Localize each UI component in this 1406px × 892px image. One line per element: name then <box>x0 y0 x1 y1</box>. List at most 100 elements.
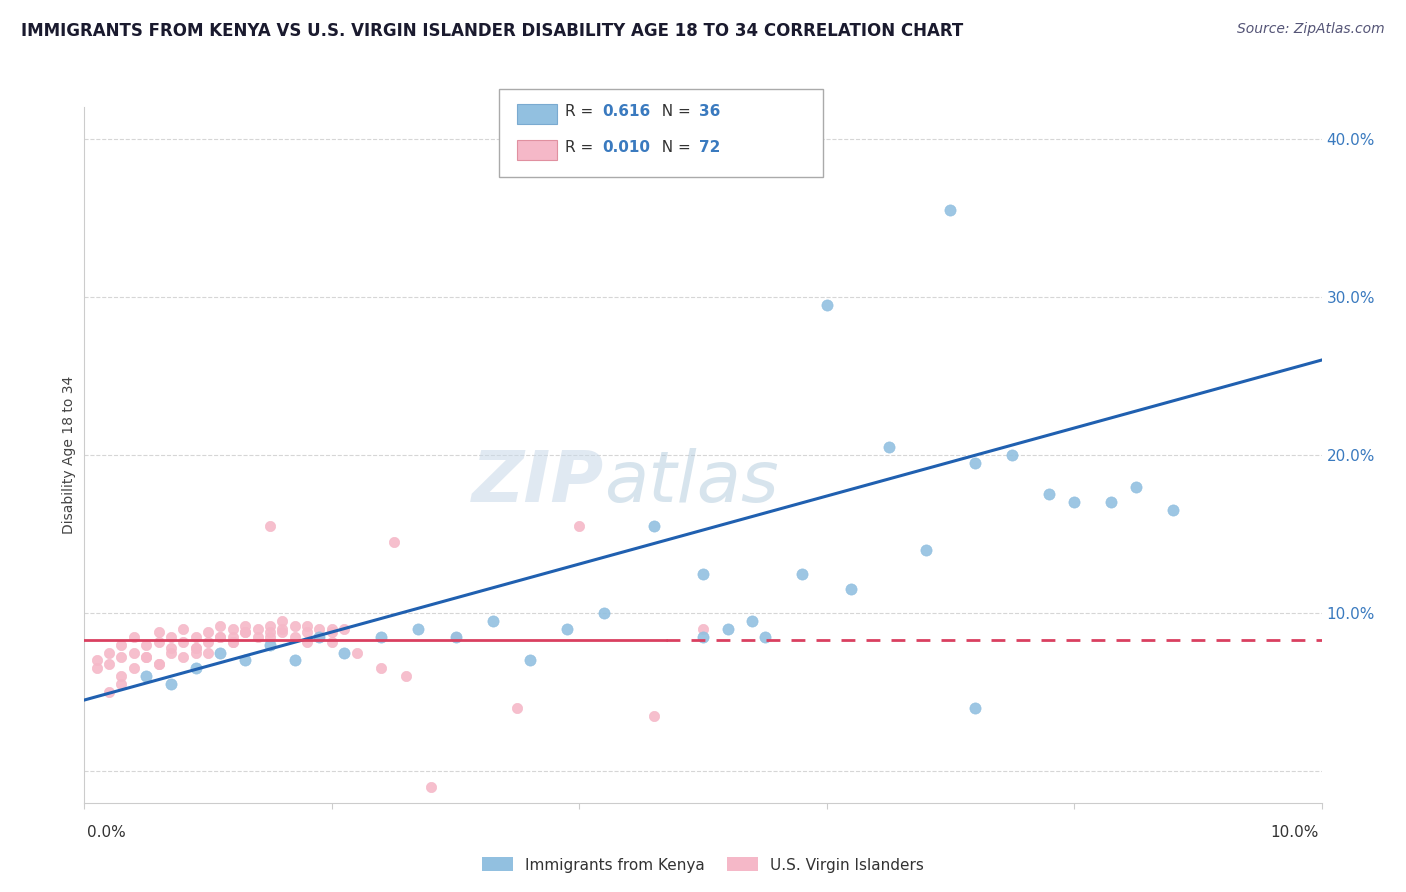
Point <box>419 780 441 794</box>
Point <box>593 606 616 620</box>
Point <box>965 701 987 715</box>
Point <box>98 685 121 699</box>
Point <box>370 661 392 675</box>
Point <box>148 634 170 648</box>
Point <box>259 519 281 533</box>
Point <box>271 622 294 636</box>
Point <box>692 630 714 644</box>
Point <box>519 653 541 667</box>
Text: N =: N = <box>652 104 696 120</box>
Point <box>222 634 245 648</box>
Point <box>295 625 318 640</box>
Point <box>110 669 132 683</box>
Point <box>135 638 157 652</box>
Point <box>741 614 763 628</box>
Point <box>692 566 714 581</box>
Point <box>333 646 356 660</box>
Point <box>172 622 194 636</box>
Text: Source: ZipAtlas.com: Source: ZipAtlas.com <box>1237 22 1385 37</box>
Point <box>110 650 132 665</box>
Point <box>135 669 157 683</box>
Point <box>259 625 281 640</box>
Point <box>209 630 232 644</box>
Point <box>321 622 343 636</box>
Point <box>815 298 838 312</box>
Point <box>717 622 740 636</box>
Point <box>321 634 343 648</box>
Point <box>246 622 269 636</box>
Point <box>160 630 183 644</box>
Point <box>1038 487 1060 501</box>
Point <box>1125 479 1147 493</box>
Point <box>295 634 318 648</box>
Point <box>209 630 232 644</box>
Point <box>122 630 145 644</box>
Point <box>939 202 962 217</box>
Point <box>233 625 256 640</box>
Point <box>692 622 714 636</box>
Point <box>965 456 987 470</box>
Text: IMMIGRANTS FROM KENYA VS U.S. VIRGIN ISLANDER DISABILITY AGE 18 TO 34 CORRELATIO: IMMIGRANTS FROM KENYA VS U.S. VIRGIN ISL… <box>21 22 963 40</box>
Text: N =: N = <box>652 140 696 155</box>
Point <box>259 618 281 632</box>
Point <box>346 646 368 660</box>
Point <box>481 614 503 628</box>
Point <box>444 630 467 644</box>
Point <box>259 638 281 652</box>
Point <box>1001 448 1024 462</box>
Point <box>86 661 108 675</box>
Text: 72: 72 <box>699 140 720 155</box>
Point <box>1063 495 1085 509</box>
Point <box>284 653 307 667</box>
Point <box>233 618 256 632</box>
Point <box>135 650 157 665</box>
Legend: Immigrants from Kenya, U.S. Virgin Islanders: Immigrants from Kenya, U.S. Virgin Islan… <box>475 851 931 879</box>
Point <box>308 630 330 644</box>
Point <box>197 646 219 660</box>
Point <box>197 625 219 640</box>
Point <box>209 618 232 632</box>
Point <box>98 657 121 671</box>
Text: R =: R = <box>565 140 599 155</box>
Point <box>110 638 132 652</box>
Point <box>184 640 207 655</box>
Text: 0.010: 0.010 <box>602 140 650 155</box>
Point <box>222 634 245 648</box>
Point <box>271 625 294 640</box>
Point <box>184 661 207 675</box>
Point <box>122 661 145 675</box>
Point <box>172 650 194 665</box>
Point <box>555 622 578 636</box>
Point <box>395 669 418 683</box>
Point <box>754 630 776 644</box>
Point <box>98 646 121 660</box>
Text: 36: 36 <box>699 104 720 120</box>
Text: R =: R = <box>565 104 599 120</box>
Point <box>160 640 183 655</box>
Point <box>259 630 281 644</box>
Point <box>160 646 183 660</box>
Point <box>506 701 529 715</box>
Point <box>790 566 813 581</box>
Point <box>135 650 157 665</box>
Point <box>209 646 232 660</box>
Point <box>382 534 405 549</box>
Point <box>160 677 183 691</box>
Point <box>568 519 591 533</box>
Point <box>172 634 194 648</box>
Text: 0.0%: 0.0% <box>87 825 127 840</box>
Point <box>284 618 307 632</box>
Point <box>333 622 356 636</box>
Point <box>308 630 330 644</box>
Point <box>184 630 207 644</box>
Point <box>148 657 170 671</box>
Point <box>222 630 245 644</box>
Point <box>444 630 467 644</box>
Point <box>284 630 307 644</box>
Point <box>86 653 108 667</box>
Point <box>295 618 318 632</box>
Point <box>222 622 245 636</box>
Point <box>184 646 207 660</box>
Point <box>233 625 256 640</box>
Point <box>184 640 207 655</box>
